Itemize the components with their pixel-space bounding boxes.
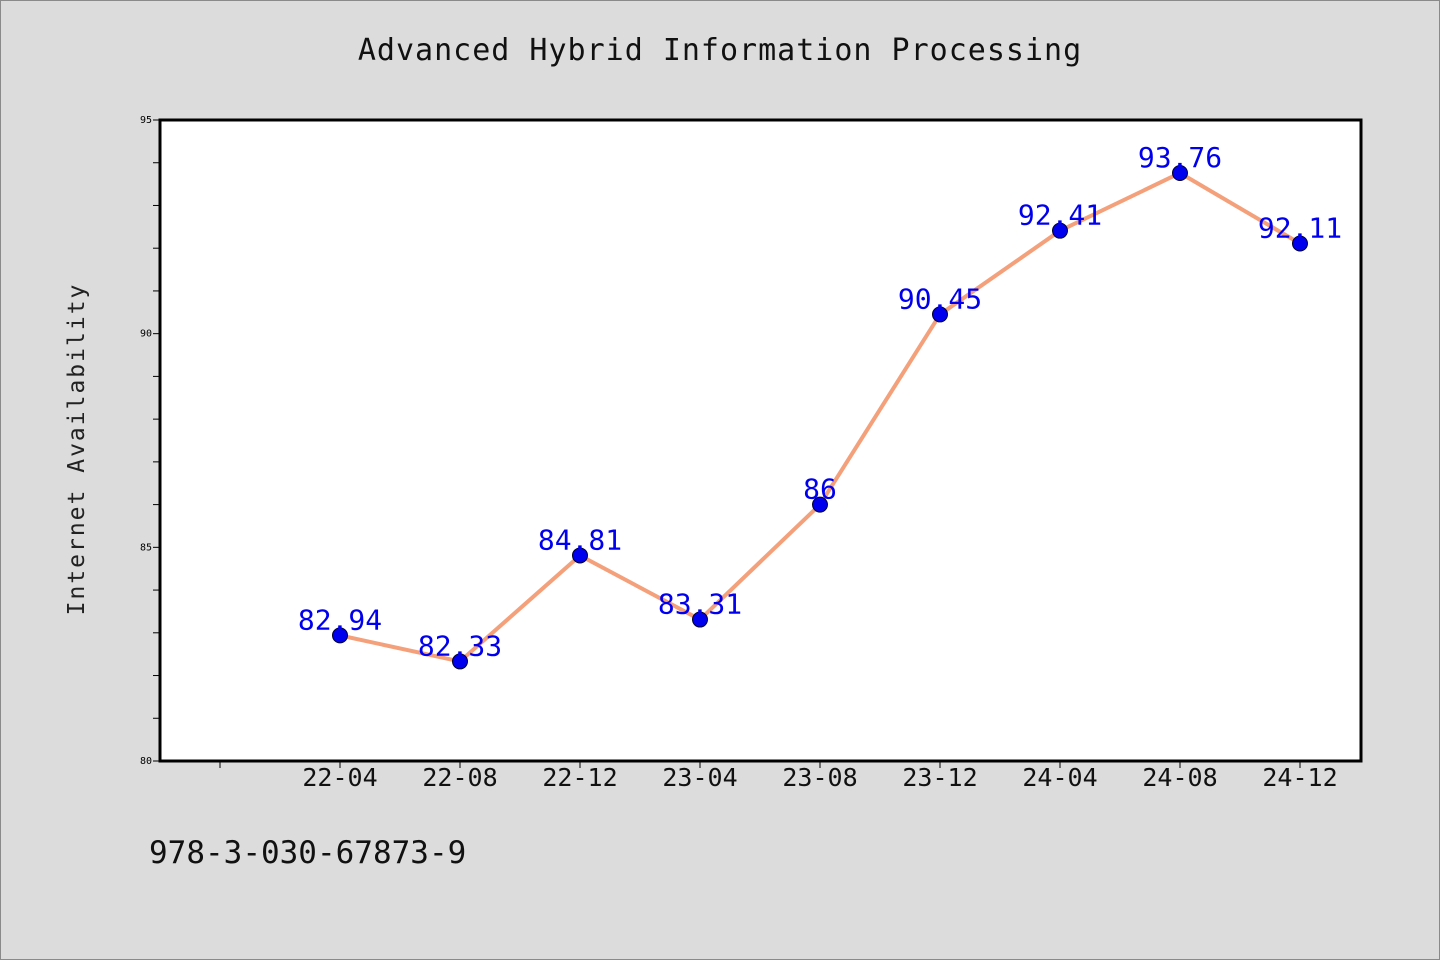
data-point (1172, 164, 1188, 181)
data-point (932, 306, 948, 323)
plot-area (158, 118, 1363, 763)
isbn-footer: 978-3-030-67873-9 (149, 835, 467, 871)
data-label: 90.45 (898, 282, 982, 315)
data-label: 92.11 (1258, 211, 1342, 244)
x-tick-label: 22-12 (542, 763, 617, 792)
data-label: 86 (803, 473, 837, 506)
x-tick-label: 24-04 (1022, 763, 1097, 792)
x-tick-label: 24-08 (1142, 763, 1217, 792)
data-point (1052, 222, 1068, 239)
data-point (452, 653, 468, 670)
data-point (812, 496, 828, 513)
data-label: 92.41 (1018, 199, 1102, 232)
x-tick-label: 22-04 (302, 763, 377, 792)
y-tick-label: 80 (140, 756, 152, 767)
data-point (332, 627, 348, 644)
data-point (572, 547, 588, 564)
x-tick-label: 22-08 (422, 763, 497, 792)
x-tick-label: 23-12 (902, 763, 977, 792)
y-tick-label: 85 (140, 542, 152, 553)
y-tick-label: 95 (140, 115, 152, 126)
chart-title: Advanced Hybrid Information Processing (357, 33, 1083, 68)
y-tick-label: 90 (140, 329, 152, 340)
x-tick-label: 24-12 (1262, 763, 1337, 792)
data-label: 82.94 (298, 603, 382, 636)
data-label: 82.33 (418, 629, 502, 662)
data-label: 83.31 (658, 588, 742, 621)
data-label: 93.76 (1138, 141, 1222, 174)
x-tick-label: 23-08 (782, 763, 857, 792)
data-point (1292, 235, 1308, 252)
x-tick-label: 23-04 (662, 763, 737, 792)
data-label: 84.81 (538, 523, 622, 556)
data-point (692, 611, 708, 628)
